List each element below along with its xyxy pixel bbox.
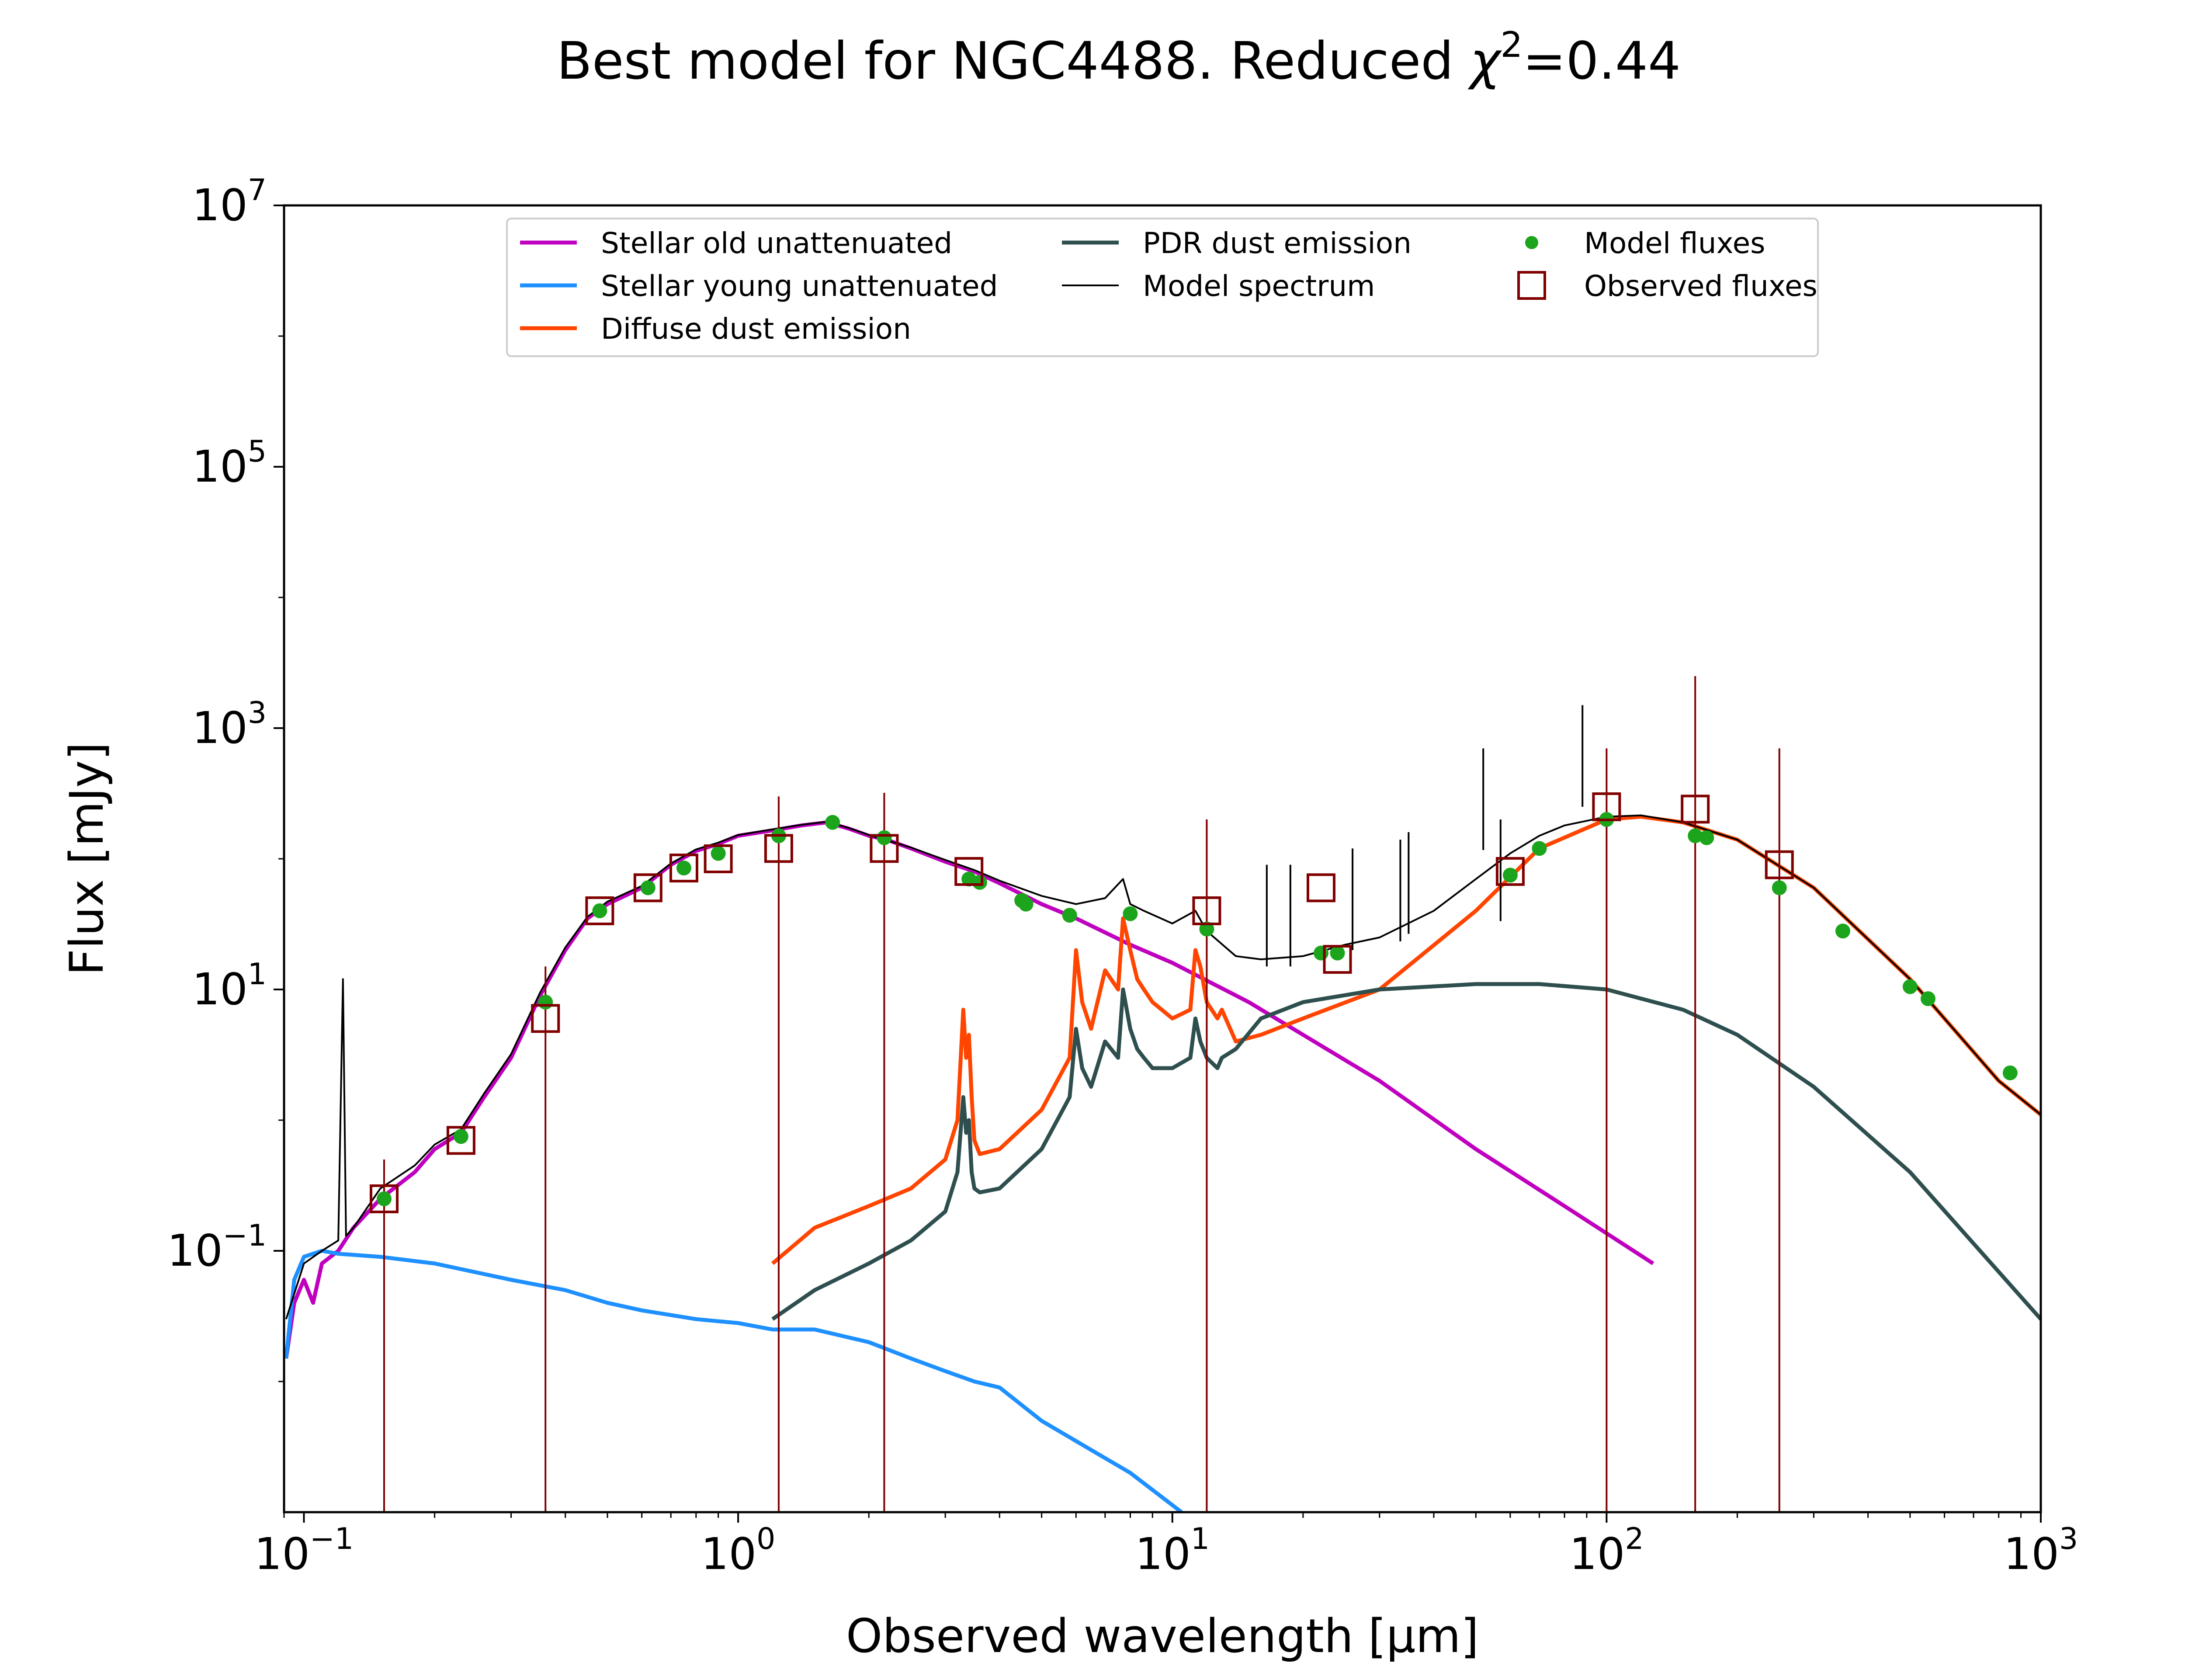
model-flux-point-4 bbox=[640, 880, 656, 896]
y-tick-label-1: 101 bbox=[192, 957, 267, 1015]
model-flux-point-14 bbox=[1062, 908, 1077, 923]
legend-box bbox=[506, 218, 1819, 357]
model-flux-point-0 bbox=[376, 1191, 392, 1207]
observed-flux-point-3 bbox=[585, 896, 614, 925]
series-line-stellar-young-unattenuated bbox=[284, 1249, 1183, 1512]
model-flux-point-16 bbox=[1199, 921, 1214, 937]
model-flux-point-1 bbox=[453, 1129, 468, 1144]
y-tick-label-2: 103 bbox=[192, 696, 267, 753]
observed-flux-point-11 bbox=[1306, 873, 1335, 902]
x-tick-label-0: 10−1 bbox=[254, 1522, 354, 1579]
x-tick-label-3: 102 bbox=[1569, 1522, 1644, 1579]
x-axis-label: Observed wavelength [μm] bbox=[846, 1609, 1479, 1663]
model-flux-point-3 bbox=[592, 903, 607, 918]
legend-label-pdr-dust-emission: PDR dust emission bbox=[1143, 226, 1412, 260]
x-tick-label-4: 103 bbox=[2004, 1522, 2078, 1579]
legend-label-stellar-young-unattenuated: Stellar young unattenuated bbox=[601, 269, 998, 303]
legend-label-observed-fluxes: Observed fluxes bbox=[1584, 269, 1817, 303]
series-line-stellar-old-unattenuated bbox=[284, 820, 1654, 1359]
model-flux-point-24 bbox=[1772, 880, 1787, 896]
observed-flux-point-1 bbox=[446, 1126, 475, 1155]
model-flux-point-15 bbox=[1123, 906, 1138, 921]
y-tick-label-4: 107 bbox=[192, 173, 267, 231]
model-flux-point-23 bbox=[1699, 830, 1714, 845]
legend-label-stellar-old-unattenuated: Stellar old unattenuated bbox=[601, 226, 952, 260]
observed-flux-point-14 bbox=[1592, 792, 1621, 822]
y-tick-label-0: 10−1 bbox=[167, 1218, 267, 1276]
observed-flux-point-9 bbox=[954, 857, 984, 886]
model-flux-point-5 bbox=[676, 861, 691, 876]
y-tick-label-3: 105 bbox=[192, 434, 267, 492]
axis-ticks: 10−1 100 101 102 103 10−1 101 103 105 107 bbox=[167, 173, 2078, 1579]
observed-flux-point-8 bbox=[870, 834, 899, 863]
observed-flux-point-16 bbox=[1765, 850, 1794, 879]
y-axis-label: Flux [mJy] bbox=[60, 742, 114, 975]
model-flux-point-2 bbox=[538, 994, 553, 1010]
axes-frame bbox=[283, 204, 2042, 1513]
model-flux-point-17 bbox=[1313, 945, 1328, 961]
observed-flux-point-10 bbox=[1192, 896, 1221, 925]
model-flux-point-11 bbox=[972, 875, 987, 890]
model-flux-point-9 bbox=[877, 830, 892, 845]
series-line-diffuse-dust-emission bbox=[771, 815, 2041, 1265]
legend-swatch-observed-fluxes bbox=[1517, 271, 1546, 300]
observed-flux-point-7 bbox=[764, 834, 793, 863]
model-flux-point-28 bbox=[2002, 1065, 2018, 1080]
observed-flux-point-15 bbox=[1681, 795, 1710, 824]
observed-flux-point-4 bbox=[633, 873, 662, 902]
model-flux-point-27 bbox=[1921, 991, 1936, 1007]
chart-title: Best model for NGC4488. Reduced χ2=0.44 bbox=[557, 24, 1681, 91]
model-flux-point-13 bbox=[1018, 896, 1034, 912]
x-tick-label-2: 101 bbox=[1135, 1522, 1210, 1579]
legend-label-diffuse-dust-emission: Diffuse dust emission bbox=[601, 312, 911, 346]
legend: Stellar old unattenuated Stellar young un… bbox=[506, 218, 1819, 357]
legend-label-model-fluxes: Model fluxes bbox=[1584, 226, 1765, 260]
x-tick-label-1: 100 bbox=[701, 1522, 776, 1579]
observed-flux-point-0 bbox=[369, 1184, 399, 1214]
model-flux-point-6 bbox=[711, 846, 726, 861]
model-flux-point-22 bbox=[1688, 828, 1703, 843]
model-flux-point-8 bbox=[825, 815, 840, 830]
observed-flux-point-13 bbox=[1495, 857, 1525, 886]
observed-flux-point-5 bbox=[669, 854, 698, 883]
model-flux-point-25 bbox=[1835, 923, 1850, 939]
model-flux-point-20 bbox=[1532, 841, 1547, 856]
observed-flux-point-12 bbox=[1323, 945, 1352, 974]
model-flux-point-26 bbox=[1902, 979, 1918, 994]
model-flux-point-19 bbox=[1502, 868, 1518, 883]
legend-swatch-model-fluxes bbox=[1525, 236, 1538, 249]
plot-area bbox=[284, 676, 2041, 1512]
observed-flux-point-6 bbox=[704, 844, 733, 873]
series-line-pdr-dust-emission bbox=[771, 982, 2041, 1321]
observed-flux-point-2 bbox=[531, 1004, 560, 1033]
legend-label-model-spectrum: Model spectrum bbox=[1143, 269, 1375, 303]
model-flux-point-18 bbox=[1330, 945, 1345, 961]
